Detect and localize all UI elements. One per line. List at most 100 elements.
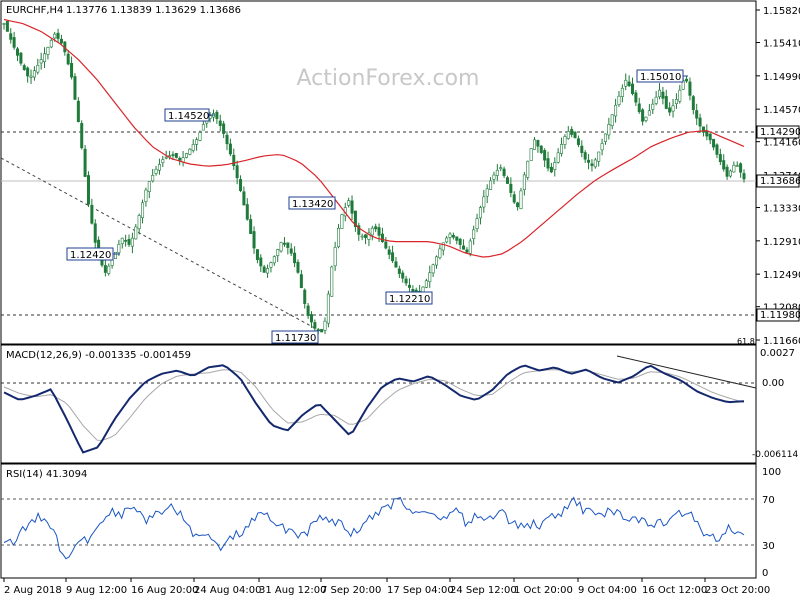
candle [117, 239, 121, 256]
candle [12, 31, 16, 50]
rsi-tick-30: 30 [762, 541, 775, 552]
candle [495, 164, 499, 181]
candle [472, 225, 476, 245]
candle [620, 84, 624, 103]
candle [309, 311, 313, 328]
candle [215, 109, 219, 124]
price-axis-label: 1.14160 [763, 138, 800, 149]
price-axis-label: 1.12490 [763, 270, 800, 281]
candle [533, 136, 537, 150]
macd-tick-bottom: -0.006114 [752, 450, 798, 460]
candle [485, 184, 489, 204]
candle [543, 148, 547, 168]
candle [134, 223, 138, 240]
candle [732, 161, 736, 173]
candle [184, 152, 188, 159]
candle [144, 187, 148, 207]
candle [357, 222, 361, 241]
candle [347, 197, 351, 208]
candle [49, 38, 53, 49]
candle [570, 126, 574, 138]
candle [320, 328, 324, 333]
candle [56, 28, 60, 43]
candle [340, 213, 344, 229]
candle [19, 51, 23, 66]
candle [407, 278, 411, 292]
candle [401, 270, 405, 283]
candle [610, 114, 614, 130]
annotation-1.12420: 1.12420 [66, 247, 120, 261]
candle [728, 169, 732, 178]
candle [225, 131, 229, 151]
candle [634, 89, 638, 107]
candle [445, 235, 449, 244]
candle [701, 126, 705, 137]
candle [458, 237, 462, 250]
candle [583, 150, 587, 163]
candle [282, 237, 286, 247]
candle [337, 224, 341, 249]
candle [249, 214, 253, 235]
candle [661, 86, 665, 105]
svg-text:1.14520: 1.14520 [168, 111, 209, 122]
candle [141, 199, 145, 224]
candle [644, 116, 648, 123]
svg-text:1.15010: 1.15010 [640, 72, 681, 83]
candle [678, 84, 682, 104]
candle [516, 201, 520, 211]
candle [276, 248, 280, 262]
candle [39, 52, 43, 70]
candle [188, 148, 192, 156]
candle [539, 145, 543, 155]
candle [384, 237, 388, 250]
price-axis-label: 1.15820 [763, 6, 800, 17]
candle [573, 130, 577, 139]
candle [475, 213, 479, 233]
candle [607, 117, 611, 140]
time-axis-label: 16 Aug 20:00 [131, 585, 198, 596]
candle [654, 91, 658, 106]
candle [617, 90, 621, 107]
price-axis-label: 1.15410 [763, 39, 800, 50]
annotation-1.11730: 1.11730 [271, 330, 319, 344]
candle [435, 255, 439, 269]
candle [2, 22, 6, 30]
candle [397, 265, 401, 279]
candle [157, 158, 161, 175]
candle [718, 148, 722, 166]
level-label-box-1.11980 [756, 308, 800, 322]
candle [668, 102, 672, 116]
candle [255, 249, 259, 264]
candle [580, 140, 584, 158]
candle [293, 246, 297, 268]
candle [364, 233, 368, 245]
candle [563, 134, 567, 149]
candle [191, 139, 195, 153]
candle [546, 151, 550, 172]
candle [218, 114, 222, 132]
candle [9, 28, 13, 44]
candle [259, 254, 263, 273]
macd-panel [0, 344, 757, 464]
time-axis-label: 23 Oct 20:00 [705, 585, 770, 596]
svg-text:1.13420: 1.13420 [292, 199, 333, 210]
candle [394, 257, 398, 268]
price-axis-label: 1.12080 [763, 303, 800, 314]
candle [73, 73, 77, 101]
macd-trendline [616, 355, 757, 389]
macd-tick-top: 0.0027 [760, 348, 795, 359]
candle [333, 241, 337, 271]
candle [80, 120, 84, 150]
svg-text:1.12420: 1.12420 [70, 250, 111, 261]
price-trendline [0, 157, 323, 333]
candle [29, 69, 33, 84]
time-axis-label: 2 Aug 2018 [4, 585, 62, 596]
candle [86, 171, 90, 207]
time-axis-label: 16 Oct 12:00 [642, 585, 707, 596]
candle [151, 168, 155, 183]
candle [576, 135, 580, 148]
candle [742, 169, 746, 183]
candle [46, 46, 50, 60]
candle [404, 275, 408, 287]
candle [391, 245, 395, 264]
